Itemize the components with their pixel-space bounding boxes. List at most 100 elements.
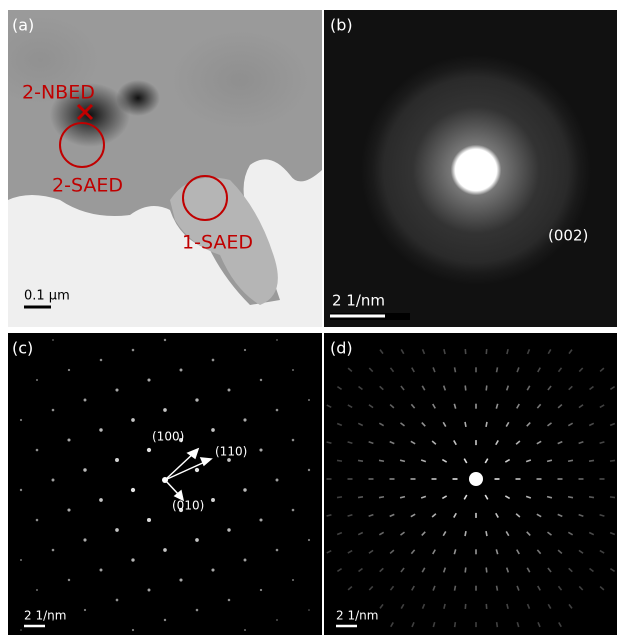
diffraction-spot xyxy=(35,378,39,382)
diffraction-spot xyxy=(443,348,446,355)
specimen xyxy=(170,177,278,305)
panel-d: (d) 2 1/nm xyxy=(324,333,617,635)
diffraction-spot xyxy=(336,531,343,536)
nbed-cross xyxy=(76,103,94,121)
diffraction-spot xyxy=(568,349,573,355)
diffraction-spot xyxy=(525,495,532,499)
annotation: (002) xyxy=(548,227,588,245)
arrowhead xyxy=(173,489,185,502)
central-spot xyxy=(469,472,483,486)
diffraction-spot xyxy=(526,531,531,536)
diffraction-spot xyxy=(588,496,595,499)
diffraction-spot xyxy=(495,585,499,591)
diffraction-spot xyxy=(146,517,152,523)
diffraction-spot xyxy=(194,467,200,473)
diffraction-spot xyxy=(505,567,510,573)
diffraction-spot xyxy=(390,622,394,628)
diffraction-spot xyxy=(547,422,552,427)
diffraction-spot xyxy=(379,385,384,391)
diffraction-spot xyxy=(464,421,467,428)
diffraction-spot xyxy=(378,459,385,463)
diffraction-spot xyxy=(504,458,511,463)
diffraction-spot xyxy=(557,367,563,373)
diffraction-spot xyxy=(52,339,54,341)
diffraction-spot xyxy=(516,403,520,409)
diffraction-spot xyxy=(115,598,119,602)
diffraction-spot xyxy=(516,549,520,555)
diffraction-spot xyxy=(411,367,415,373)
diffraction-spot xyxy=(291,508,295,512)
diffraction-spot xyxy=(536,513,542,518)
diffraction-spot xyxy=(178,437,184,443)
diffraction-spot xyxy=(515,440,521,445)
diffraction-spot xyxy=(432,367,436,373)
diffraction-spot xyxy=(568,603,573,609)
panel-a: 2-NBED 2-SAED 1-SAED (a) 0.1 μm xyxy=(8,10,322,327)
diffraction-spot xyxy=(378,495,385,499)
diffraction-spot xyxy=(599,585,605,591)
diffraction-spot xyxy=(547,531,552,536)
arrows xyxy=(164,447,213,502)
diffraction-spot xyxy=(505,531,510,537)
diffraction-spot xyxy=(442,531,447,537)
diffraction-spot xyxy=(368,513,374,517)
diffraction-spot xyxy=(67,368,71,372)
dark-particle xyxy=(116,80,160,116)
diffraction-spot xyxy=(115,458,119,462)
diffraction-spot xyxy=(291,438,295,442)
diffraction-spot xyxy=(526,422,531,427)
diffraction-spot xyxy=(421,348,426,355)
diffraction-spot xyxy=(368,585,374,591)
diffraction-spot xyxy=(526,603,531,610)
diffraction-spot xyxy=(525,459,532,463)
diffraction-spot xyxy=(227,598,231,602)
diffraction-spot xyxy=(475,585,477,591)
texture xyxy=(170,30,310,130)
arrowhead xyxy=(199,457,213,467)
diffraction-spot xyxy=(51,478,55,482)
diffraction-spot xyxy=(516,621,520,628)
diffraction-spot xyxy=(99,568,103,572)
diffraction-spot xyxy=(276,339,278,341)
diffraction-spot xyxy=(432,403,436,409)
diffraction-spot xyxy=(307,398,311,402)
diffraction-spot xyxy=(211,568,215,572)
diffraction-spot xyxy=(567,495,574,499)
diffraction-spot xyxy=(494,478,500,480)
diffraction-spot xyxy=(410,440,416,445)
diffraction-spot xyxy=(475,622,477,628)
diffraction-spot xyxy=(578,441,584,445)
diffraction-spot xyxy=(453,440,457,446)
diffraction-spot xyxy=(515,478,521,480)
diffraction-spot xyxy=(19,488,23,492)
saed-circle xyxy=(182,175,228,221)
diffraction-spot xyxy=(163,618,167,622)
diffraction-spot xyxy=(211,428,215,432)
diffraction-spot xyxy=(578,478,584,480)
diffraction-spot xyxy=(578,367,584,373)
diffraction-spot xyxy=(347,367,353,373)
diffraction-spot xyxy=(432,621,436,628)
diffraction-spot xyxy=(537,585,541,591)
diffraction-spot xyxy=(420,495,427,499)
diffraction-spot xyxy=(307,468,311,472)
diffraction-spot xyxy=(99,428,103,432)
panel-c: (100) (110) (010) (c) 2 1/nm xyxy=(8,333,322,635)
diffraction-spot xyxy=(179,578,183,582)
diffraction-spot xyxy=(259,518,263,522)
diffraction-spot xyxy=(389,478,395,480)
diffraction-spot xyxy=(526,348,531,355)
diffraction-spot xyxy=(379,567,384,573)
diffraction-spot xyxy=(463,494,468,500)
diffraction-spot xyxy=(410,549,416,555)
diffraction-spot xyxy=(163,408,167,412)
diffraction-spot xyxy=(83,468,87,472)
diffraction-spot xyxy=(400,531,405,536)
panel-label: (d) xyxy=(330,339,353,358)
panel-bg xyxy=(324,333,617,635)
diffraction-spot xyxy=(83,538,87,542)
diffraction-spot xyxy=(347,404,353,409)
diffraction-spot xyxy=(506,603,509,610)
diffraction-spot xyxy=(589,567,594,573)
diffraction-spot xyxy=(336,459,343,462)
